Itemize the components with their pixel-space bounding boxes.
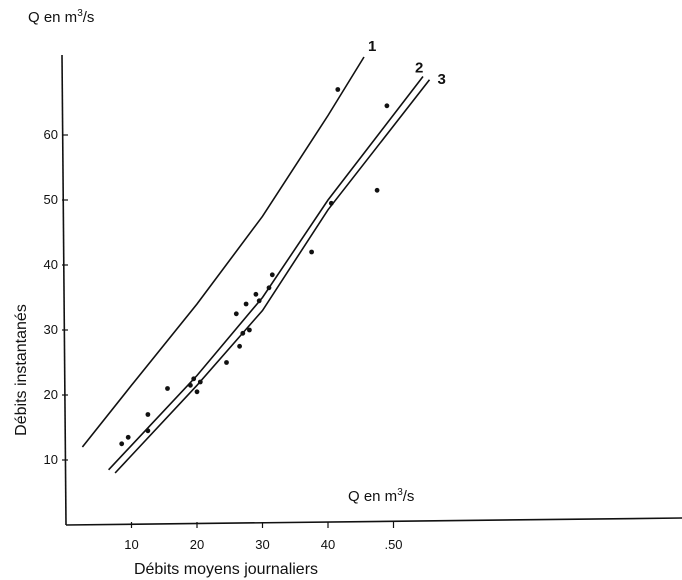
axis-labels: Q en m3/s Q en m3/s Débits instantanés Débi… — [13, 8, 414, 578]
data-point — [335, 87, 341, 92]
data-point — [188, 382, 193, 388]
data-point — [328, 200, 334, 206]
data-point — [233, 311, 239, 317]
data-point — [224, 360, 229, 365]
x-tick-label: 40 — [321, 537, 335, 552]
reference-curves: 1 23 — [81, 38, 446, 474]
data-point — [240, 330, 246, 336]
x-axis — [65, 517, 682, 526]
x-tick-label: 20 — [190, 537, 204, 552]
y-axis-title: Débits instantanés — [13, 304, 30, 436]
data-point — [253, 291, 259, 297]
data-point — [384, 103, 390, 109]
x-unit-label: Q en m3/s — [348, 487, 414, 505]
curve-label-3: 3 — [438, 71, 446, 88]
y-tick-label: 40 — [44, 257, 58, 272]
data-point — [243, 301, 249, 307]
curve-3 — [114, 79, 431, 474]
data-point — [237, 343, 243, 349]
data-point — [256, 298, 262, 304]
x-axis-title: Débits moyens journaliers — [134, 561, 318, 578]
data-point — [165, 386, 170, 391]
y-tick-label: 50 — [44, 192, 58, 207]
x-tick-label: 10 — [124, 537, 138, 552]
data-point — [197, 379, 203, 385]
y-tick-label: 20 — [44, 387, 58, 402]
data-point — [374, 187, 380, 193]
data-point — [125, 434, 131, 440]
x-tick-label: 30 — [255, 537, 269, 552]
data-points — [119, 87, 390, 447]
data-point — [145, 412, 151, 417]
axes: 10 20 30 40 50 60 10 20 30 40 .50 — [44, 54, 682, 552]
curve-1 — [81, 56, 365, 448]
x-tick-label: .50 — [384, 537, 402, 552]
data-point — [247, 327, 252, 333]
data-point — [269, 272, 275, 278]
data-point — [119, 441, 125, 447]
curve-2 — [108, 76, 424, 471]
y-unit-label: Q en m3/s — [28, 8, 94, 26]
curve-label-2: 2 — [415, 60, 423, 77]
curve-label-1: 1 — [368, 38, 376, 55]
data-point — [194, 389, 200, 395]
y-tick-label: 10 — [44, 452, 58, 467]
y-axis — [61, 54, 67, 526]
data-point — [309, 249, 314, 255]
y-tick-label: 30 — [44, 322, 58, 337]
data-point — [191, 376, 197, 382]
data-point — [145, 428, 151, 434]
y-tick-label: 60 — [44, 127, 58, 142]
data-point — [266, 285, 272, 291]
